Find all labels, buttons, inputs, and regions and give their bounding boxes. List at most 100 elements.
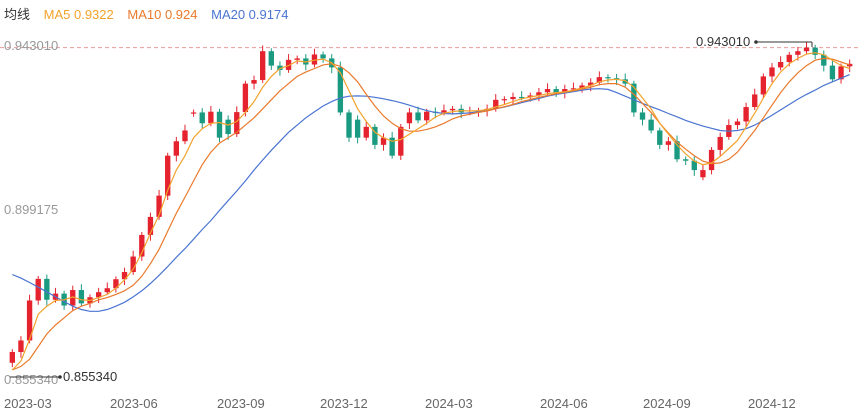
candle-body <box>398 126 404 156</box>
candle-body <box>838 66 844 80</box>
x-tick-label: 2024-06 <box>540 396 588 411</box>
max-annotation-dot <box>754 40 758 44</box>
candle-body <box>536 92 542 96</box>
candle-body <box>199 112 205 124</box>
candle-body <box>752 94 758 108</box>
x-tick-label: 2024-03 <box>425 396 473 411</box>
y-tick-top: 0.943010 <box>4 38 58 53</box>
candle-body <box>78 290 85 304</box>
candle-body <box>277 65 283 70</box>
candle-body <box>708 149 715 171</box>
candle-body <box>311 54 318 65</box>
candle-body <box>847 63 853 67</box>
candle-body <box>294 58 300 60</box>
candle-body <box>674 141 680 160</box>
candle-body <box>18 340 24 352</box>
candle-body <box>760 76 767 95</box>
candle-body <box>173 141 180 156</box>
legend-ma10: MA10 0.924 <box>127 7 198 22</box>
candle-body <box>234 112 240 135</box>
candle-body <box>363 126 369 138</box>
legend-title: 均线 <box>4 7 31 22</box>
candle-body <box>553 89 559 93</box>
candle-body <box>639 112 646 120</box>
x-tick-label: 2023-09 <box>217 396 265 411</box>
candle-body <box>389 137 395 156</box>
candle-body <box>26 300 33 341</box>
ma10-line <box>12 57 850 371</box>
candle-body <box>665 141 672 145</box>
candle-body <box>406 112 413 124</box>
candle-body <box>570 88 577 90</box>
candle-body <box>346 112 352 138</box>
candle-body <box>829 65 836 80</box>
candle-body <box>510 96 516 100</box>
candle-body <box>734 121 741 126</box>
candle-body <box>354 119 361 138</box>
y-tick-bottom: 0.855340 <box>4 372 58 387</box>
candle-body <box>35 278 41 301</box>
x-tick-label: 2023-06 <box>110 396 158 411</box>
candle-body <box>182 130 188 142</box>
candle-body <box>156 195 162 217</box>
legend-ma20: MA20 0.9174 <box>211 7 289 22</box>
candle-body <box>147 216 154 235</box>
min-annotation: 0.855340 <box>10 369 117 384</box>
candles-layer <box>9 41 853 368</box>
candle-body <box>743 107 749 122</box>
candle-body <box>777 62 784 68</box>
legend: 均线 MA5 0.9322 MA10 0.924 MA20 0.9174 <box>4 4 298 23</box>
candle-body <box>372 126 378 145</box>
max-annotation: 0.943010 <box>696 34 813 49</box>
x-tick-label: 2024-09 <box>643 396 691 411</box>
candle-body <box>320 54 326 59</box>
candle-body <box>95 292 102 298</box>
candle-body <box>259 51 266 81</box>
candle-body <box>285 59 292 70</box>
min-annotation-label: 0.855340 <box>63 369 117 384</box>
candle-body <box>812 47 818 55</box>
candle-body <box>113 279 119 289</box>
candle-body <box>441 110 447 113</box>
candle-body <box>821 54 827 66</box>
candle-body <box>631 83 637 113</box>
candle-body <box>9 351 15 363</box>
candle-body <box>682 159 689 161</box>
candle-body <box>424 111 430 121</box>
candle-body <box>657 130 663 145</box>
candle-body <box>104 288 110 293</box>
candle-body <box>786 54 792 63</box>
candle-body <box>70 290 76 306</box>
candle-body <box>493 99 499 109</box>
candle-body <box>130 256 136 273</box>
ma20-line <box>12 74 850 312</box>
candle-body <box>216 111 223 138</box>
candle-body <box>415 112 421 121</box>
candle-body <box>691 160 697 171</box>
y-tick-mid: 0.899175 <box>4 202 58 217</box>
candle-body <box>242 83 249 113</box>
candle-body <box>518 96 525 99</box>
candle-body <box>380 137 387 145</box>
candle-body <box>190 112 197 114</box>
x-tick-label: 2023-03 <box>4 396 52 411</box>
candle-body <box>121 272 128 280</box>
candle-body <box>579 85 585 89</box>
candle-body <box>795 51 801 55</box>
candle-body <box>268 51 274 66</box>
candle-body <box>208 111 214 124</box>
x-tick-label: 2023-12 <box>320 396 368 411</box>
candle-body <box>251 80 257 84</box>
candle-body <box>700 170 706 178</box>
candle-body <box>44 278 50 300</box>
x-axis-labels: 2023-03 2023-06 2023-09 2023-12 2024-03 2024-… <box>4 396 796 411</box>
min-annotation-dot <box>58 375 62 379</box>
candle-body <box>588 82 594 86</box>
max-annotation-label: 0.943010 <box>696 34 750 49</box>
candle-body <box>139 234 145 257</box>
candle-body <box>648 119 654 131</box>
candle-body <box>769 67 775 77</box>
candle-body <box>225 119 231 135</box>
candle-body <box>717 136 723 150</box>
